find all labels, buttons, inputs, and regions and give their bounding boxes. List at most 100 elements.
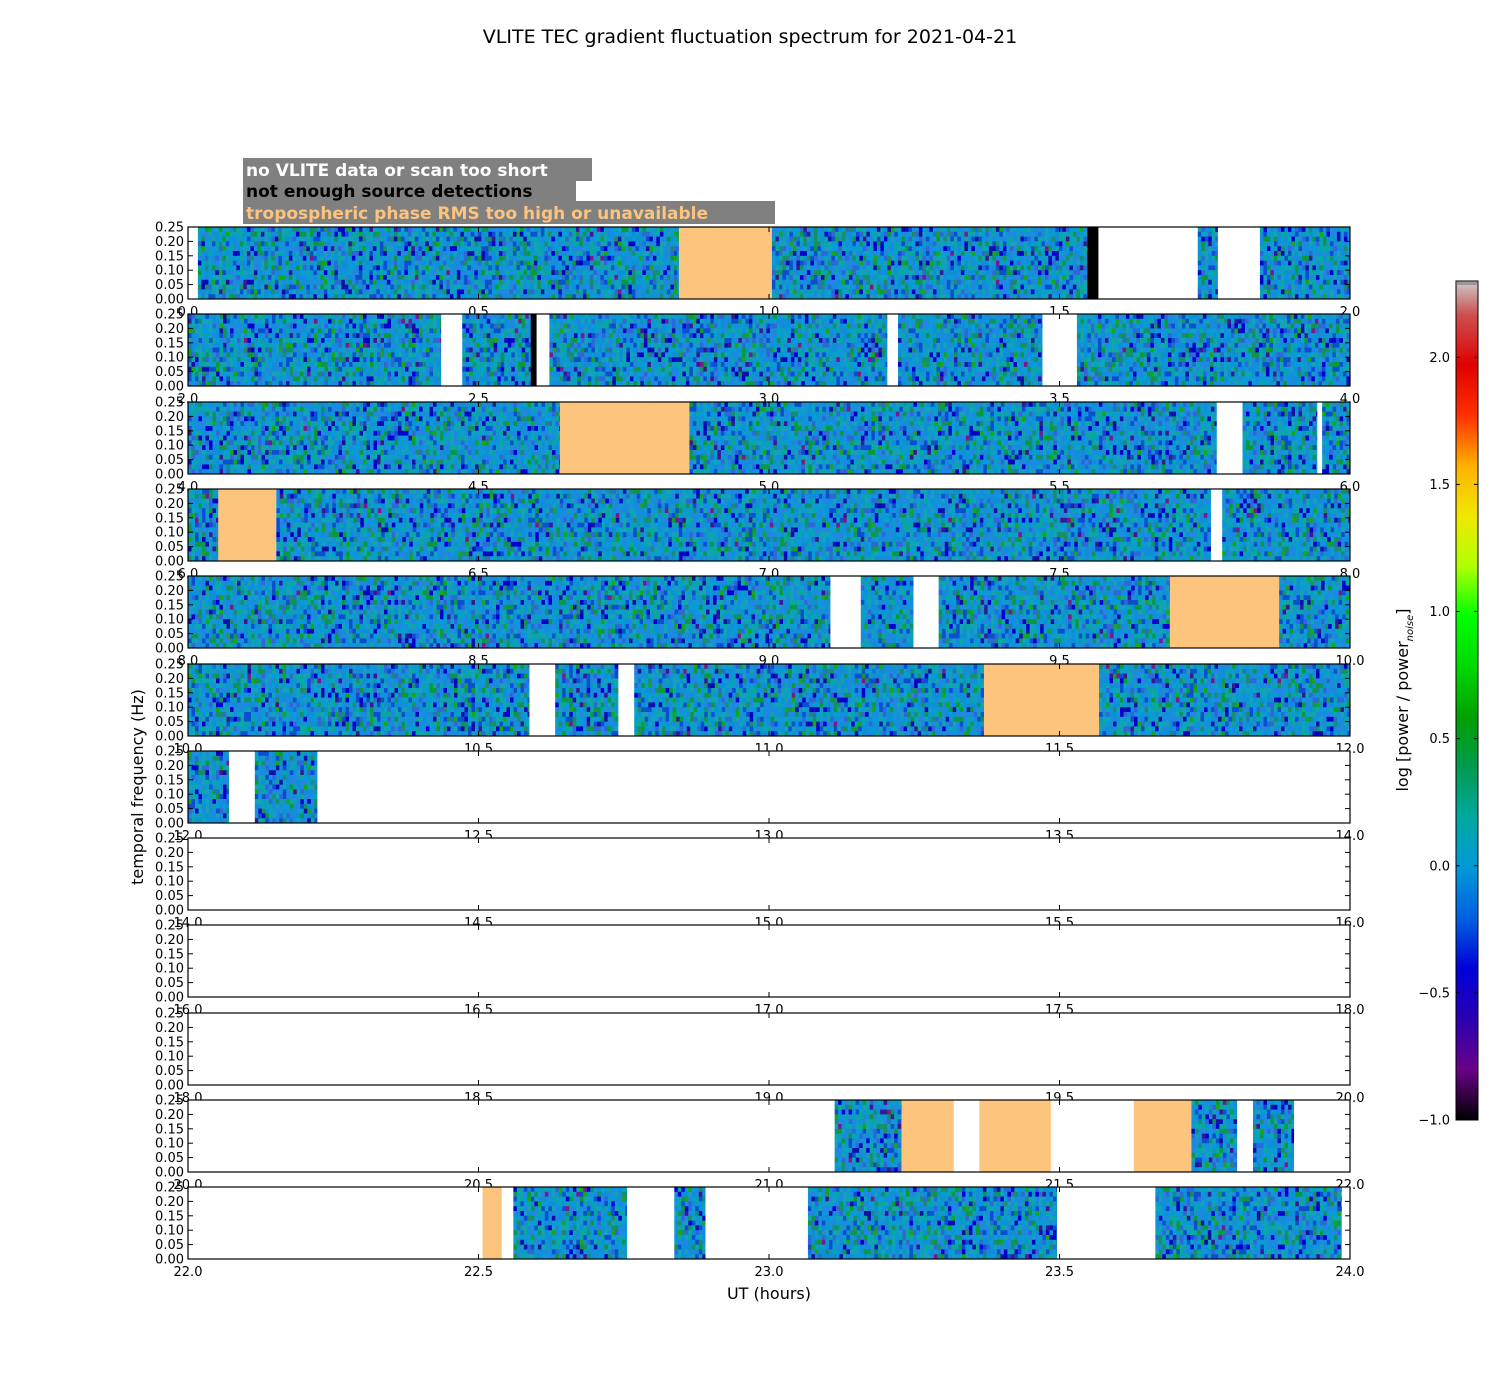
colorbar-tick-label: 0.5	[1429, 732, 1450, 747]
tropo-flag	[679, 227, 772, 299]
y-tick-label: 0.25	[155, 745, 184, 760]
y-tick-label: 0.20	[155, 759, 184, 774]
spectrum-segment	[188, 489, 219, 561]
y-tick-label: 0.05	[155, 1151, 184, 1166]
tropo-flag	[1134, 1100, 1192, 1172]
y-tick-label: 0.10	[155, 526, 184, 541]
x-tick-label: 22.5	[464, 1265, 493, 1280]
spectrum-segment	[634, 664, 984, 736]
y-tick-label: 0.05	[155, 540, 184, 555]
y-tick-label: 0.25	[155, 658, 184, 673]
spectrum-segment	[1322, 402, 1350, 474]
spectrum-panels: 0.000.050.100.150.200.250.0 0.5 1.0 1.5 2.00…	[155, 221, 1364, 1281]
y-tick-label: 0.05	[155, 715, 184, 730]
y-tick-label: 0.25	[155, 308, 184, 323]
y-tick-label: 0.20	[155, 497, 184, 512]
y-tick-label: 0.05	[155, 627, 184, 642]
y-tick-label: 0.15	[155, 1209, 184, 1224]
spectrum-segment	[188, 314, 441, 386]
y-tick-label: 0.05	[155, 1238, 184, 1253]
y-tick-label: 0.15	[155, 598, 184, 613]
y-tick-label: 0.15	[155, 773, 184, 788]
tropo-flag	[218, 489, 276, 561]
y-axis-label: temporal frequency (Hz)	[128, 689, 147, 885]
colorbar-tick-label: 2.0	[1429, 351, 1450, 366]
spectrum-segment	[1191, 1100, 1237, 1172]
y-tick-label: 0.05	[155, 278, 184, 293]
y-tick-label: 0.10	[155, 962, 184, 977]
y-tick-label: 0.05	[155, 976, 184, 991]
panel-2: 0.000.050.100.150.200.252.0 2.5 3.0 3.5 4.0	[155, 308, 1360, 408]
chart-title: VLITE TEC gradient fluctuation spectrum …	[483, 26, 1017, 48]
spectrum-segment	[1243, 402, 1318, 474]
colorbar-tick-label: 1.0	[1429, 605, 1450, 620]
y-tick-label: 0.20	[155, 933, 184, 948]
spectrum-segment	[188, 576, 830, 648]
tropo-flag	[483, 1187, 502, 1259]
colorbar-tick-label: −1.0	[1418, 1114, 1450, 1129]
y-tick-label: 0.25	[155, 1007, 184, 1022]
y-tick-label: 0.25	[155, 570, 184, 585]
panel-5: 0.000.050.100.150.200.258.0 8.5 9.0 9.5 10.0	[155, 570, 1364, 670]
y-tick-label: 0.25	[155, 1181, 184, 1196]
spectrum-segment	[1222, 489, 1350, 561]
spectrum-segment	[276, 489, 1211, 561]
tropo-flag	[560, 402, 690, 474]
colorbar-tick-label: −0.5	[1418, 986, 1450, 1001]
spectrum-segment	[198, 227, 679, 299]
spectrum-segment	[1253, 1100, 1294, 1172]
spectrum-segment	[188, 751, 229, 823]
spectrum-segment	[1099, 664, 1350, 736]
y-tick-label: 0.15	[155, 686, 184, 701]
y-tick-label: 0.25	[155, 919, 184, 934]
tropo-flag	[984, 664, 1099, 736]
panel-4: 0.000.050.100.150.200.256.0 6.5 7.0 7.5 8.0	[155, 483, 1360, 583]
spectrum-segment	[1155, 1187, 1341, 1259]
spectrum-segment	[1077, 314, 1350, 386]
colorbar-label: log [power / powernoise]	[1393, 608, 1416, 791]
fewdet-flag	[531, 314, 537, 386]
spectrum-segment	[689, 402, 1216, 474]
colorbar-gradient	[1456, 281, 1478, 1120]
panel-background	[188, 1013, 1350, 1085]
y-tick-label: 0.15	[155, 424, 184, 439]
panel-background	[188, 751, 1350, 823]
y-tick-label: 0.05	[155, 453, 184, 468]
y-tick-label: 0.15	[155, 947, 184, 962]
y-tick-label: 0.05	[155, 365, 184, 380]
y-tick-label: 0.10	[155, 351, 184, 366]
y-tick-label: 0.15	[155, 1035, 184, 1050]
y-tick-label: 0.10	[155, 264, 184, 279]
y-tick-label: 0.20	[155, 322, 184, 337]
spectrum-segment	[772, 227, 1088, 299]
panel-1: 0.000.050.100.150.200.250.0 0.5 1.0 1.5 2.0	[155, 221, 1360, 321]
spectrum-segment	[674, 1187, 705, 1259]
panel-3: 0.000.050.100.150.200.254.0 4.5 5.0 5.5 6.0	[155, 396, 1360, 496]
y-tick-label: 0.20	[155, 235, 184, 250]
y-tick-label: 0.15	[155, 1122, 184, 1137]
spectrum-segment	[555, 664, 618, 736]
y-tick-label: 0.25	[155, 1094, 184, 1109]
panel-background	[188, 838, 1350, 910]
y-tick-label: 0.15	[155, 860, 184, 875]
x-axis-label: UT (hours)	[727, 1284, 811, 1303]
y-tick-label: 0.25	[155, 483, 184, 498]
spectrum-segment	[549, 314, 887, 386]
y-tick-label: 0.10	[155, 613, 184, 628]
legend-item: not enough source detections	[246, 182, 533, 202]
y-tick-label: 0.15	[155, 511, 184, 526]
tropo-flag	[901, 1100, 953, 1172]
y-tick-label: 0.10	[155, 439, 184, 454]
panel-background	[188, 925, 1350, 997]
x-tick-label: 24.0	[1336, 1265, 1365, 1280]
y-tick-label: 0.10	[155, 788, 184, 803]
y-tick-label: 0.15	[155, 249, 184, 264]
spectrum-segment	[1279, 576, 1350, 648]
